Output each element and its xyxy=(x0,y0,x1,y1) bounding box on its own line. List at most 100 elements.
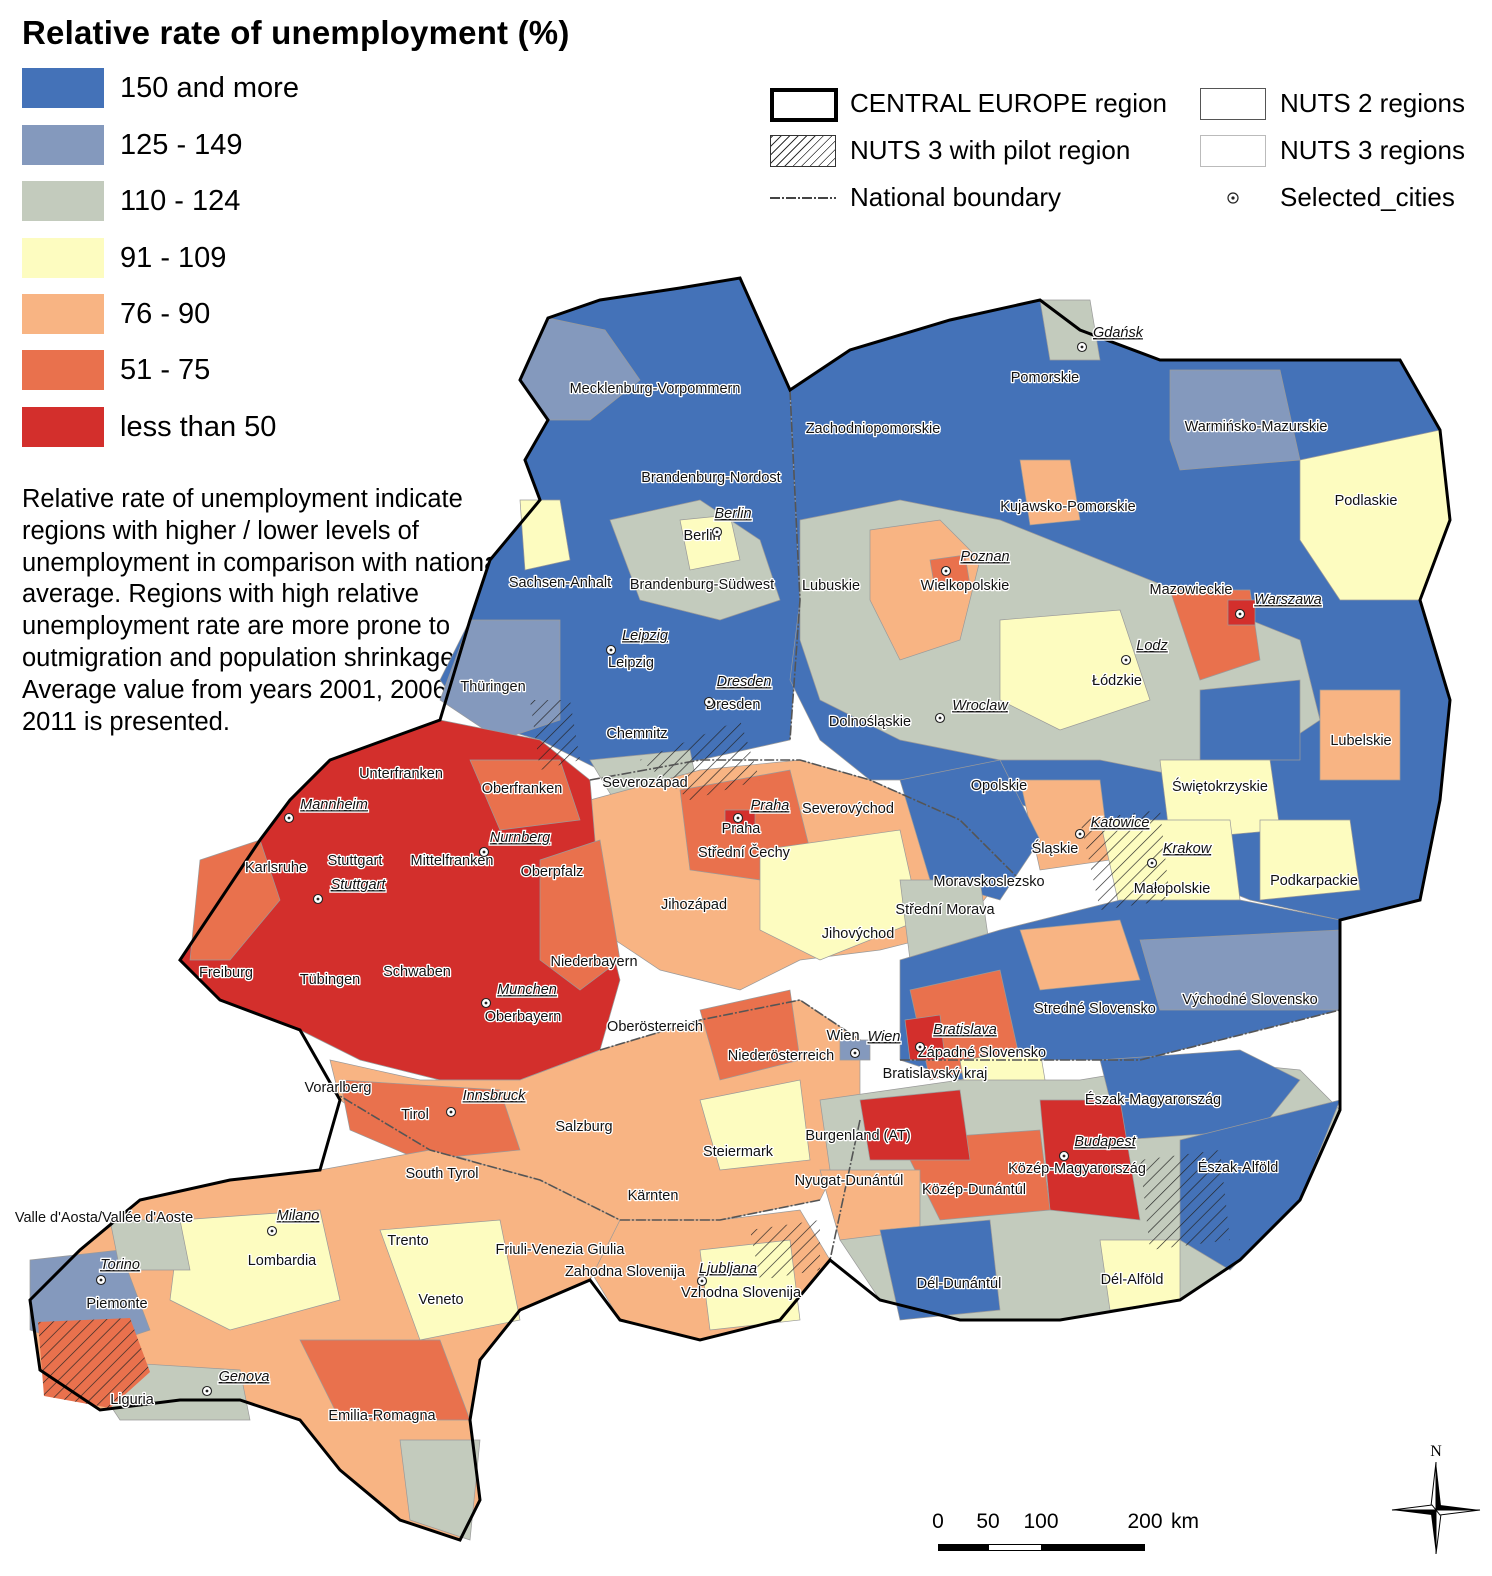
region-label: Střední Morava xyxy=(895,902,995,918)
legend-label: NUTS 3 regions xyxy=(1280,135,1465,165)
region-label: Oberpfalz xyxy=(521,864,584,880)
map-title: Relative rate of unemployment (%) xyxy=(22,14,570,51)
city-marker-dot xyxy=(484,1001,488,1005)
region-label: Lubuskie xyxy=(802,578,860,594)
region-label: Emilia-Romagna xyxy=(328,1408,436,1424)
region-label: Brandenburg-Nordost xyxy=(641,470,780,486)
region-lombardia xyxy=(169,1209,341,1331)
city-label: Bratislava xyxy=(933,1022,997,1038)
city-label: Praha xyxy=(751,798,790,814)
region-label: Moravskoslezsko xyxy=(933,874,1044,890)
city-marker-dot xyxy=(270,1229,274,1233)
scale-segment xyxy=(988,1544,1043,1551)
region-label: Valle d'Aosta/Vallée d'Aoste xyxy=(15,1210,193,1226)
city-marker-dot xyxy=(99,1278,103,1282)
region-lodzkie xyxy=(999,609,1151,731)
region-label: Burgenland (AT) xyxy=(805,1128,910,1144)
region-label: Kärnten xyxy=(628,1188,679,1204)
region-label: Vorarlberg xyxy=(305,1080,372,1096)
region-labels: Mecklenburg-Vorpommern Zachodniopomorskie… xyxy=(14,369,1399,1426)
legend-label: CENTRAL EUROPE region xyxy=(850,88,1167,118)
city-label: Mannheim xyxy=(300,797,368,813)
region-label: Niederbayern xyxy=(550,954,637,970)
legend-label: National boundary xyxy=(850,182,1062,212)
hatch-swatch xyxy=(770,135,836,167)
region-label: Kujawsko-Pomorskie xyxy=(1000,499,1135,515)
region-label: Wielkopolskie xyxy=(921,578,1010,594)
city-marker-dot xyxy=(700,1279,704,1283)
region-zachodnio xyxy=(1019,459,1081,526)
region-label: Tübingen xyxy=(300,972,360,988)
region-label: South Tyrol xyxy=(405,1166,478,1182)
city-marker-dot xyxy=(715,530,719,534)
region-label: Oberösterreich xyxy=(607,1019,703,1035)
class-swatch xyxy=(22,125,104,165)
region-label: Karlsruhe xyxy=(245,860,307,876)
region-label: Stuttgart xyxy=(328,853,383,869)
city-label: Gdańsk xyxy=(1093,325,1144,341)
city-label: Nurnberg xyxy=(490,830,550,846)
region-label: Mecklenburg-Vorpommern xyxy=(570,381,741,397)
class-swatch xyxy=(22,238,104,278)
region-warminsko xyxy=(1169,369,1301,471)
region-label: Dolnośląskie xyxy=(829,714,911,730)
region-label: Freiburg xyxy=(199,965,253,981)
scale-segment xyxy=(1041,1544,1145,1551)
class-label: 91 - 109 xyxy=(120,242,227,274)
region-label: Jihozápad xyxy=(661,897,727,913)
region-veneto xyxy=(379,1219,521,1341)
city-label: Warszawa xyxy=(1254,592,1321,608)
region-label: Salzburg xyxy=(555,1119,612,1135)
region-label: Praha xyxy=(722,821,762,837)
city-label: Genova xyxy=(219,1369,270,1385)
region-label: Střední Čechy xyxy=(698,844,791,861)
pilot-region-hatch xyxy=(640,720,760,800)
region-label: Tirol xyxy=(401,1107,429,1123)
region-label: Veneto xyxy=(418,1292,463,1308)
class-label: 76 - 90 xyxy=(120,298,211,330)
city-marker-dot xyxy=(1062,1154,1066,1158)
region-pomorskie-e xyxy=(1039,299,1101,361)
region-jihovychod xyxy=(759,829,921,961)
region-label: Unterfranken xyxy=(359,766,443,782)
region-berlin xyxy=(679,514,741,571)
region-label: Közép-Dunántúl xyxy=(922,1182,1026,1198)
region-label: Severovýchod xyxy=(802,801,894,817)
scale-bar: 0 50 100 200 km xyxy=(930,1510,1250,1570)
national-boundaries xyxy=(329,389,1341,1261)
city-marker-dot xyxy=(1080,345,1084,349)
legend-label: NUTS 3 with pilot region xyxy=(850,135,1131,165)
region-label: Mazowieckie xyxy=(1150,582,1233,598)
city-label: Ljubljana xyxy=(699,1261,757,1277)
city-marker-dot xyxy=(853,1051,857,1055)
city-labels: Gdańsk Berlin Poznan Warszawa Lodz Leipzig Dre… xyxy=(95,324,1323,1397)
city-marker-dot xyxy=(944,569,948,573)
central-europe-boundary xyxy=(28,276,1452,1542)
scale-tick: 200 xyxy=(1127,1510,1163,1533)
city-marker-icon xyxy=(1227,192,1239,204)
city-label: Dresden xyxy=(717,674,772,690)
region-label: Észak-Magyarország xyxy=(1085,1091,1221,1108)
region-label: Észak-Alföld xyxy=(1198,1159,1279,1176)
region-lubelskie xyxy=(1319,689,1401,781)
region-thuringen xyxy=(439,619,561,741)
nuts2-swatch xyxy=(1200,88,1266,120)
region-label: Mittelfranken xyxy=(410,853,493,869)
class-swatch xyxy=(22,68,104,108)
class-swatch xyxy=(22,407,104,447)
region-sachsen-anhalt-w xyxy=(519,499,571,571)
region-label: Warmińsko-Mazurskie xyxy=(1185,419,1328,435)
region-label: Pomorskie xyxy=(1011,370,1080,386)
city-label: Poznan xyxy=(960,549,1009,565)
city-label: Berlin xyxy=(714,506,751,522)
class-swatch xyxy=(22,294,104,334)
region-label: Stredné Slovensko xyxy=(1034,1001,1156,1017)
region-wielkopolska xyxy=(869,519,981,661)
city-marker-dot xyxy=(482,850,486,854)
region-label: Chemnitz xyxy=(606,726,667,742)
region-label: Lubelskie xyxy=(1330,733,1391,749)
pilot-region-hatch xyxy=(38,1318,150,1408)
region-label: Łódzkie xyxy=(1092,673,1142,689)
region-label: Lombardia xyxy=(248,1253,317,1269)
region-label: Podkarpackie xyxy=(1270,873,1358,889)
